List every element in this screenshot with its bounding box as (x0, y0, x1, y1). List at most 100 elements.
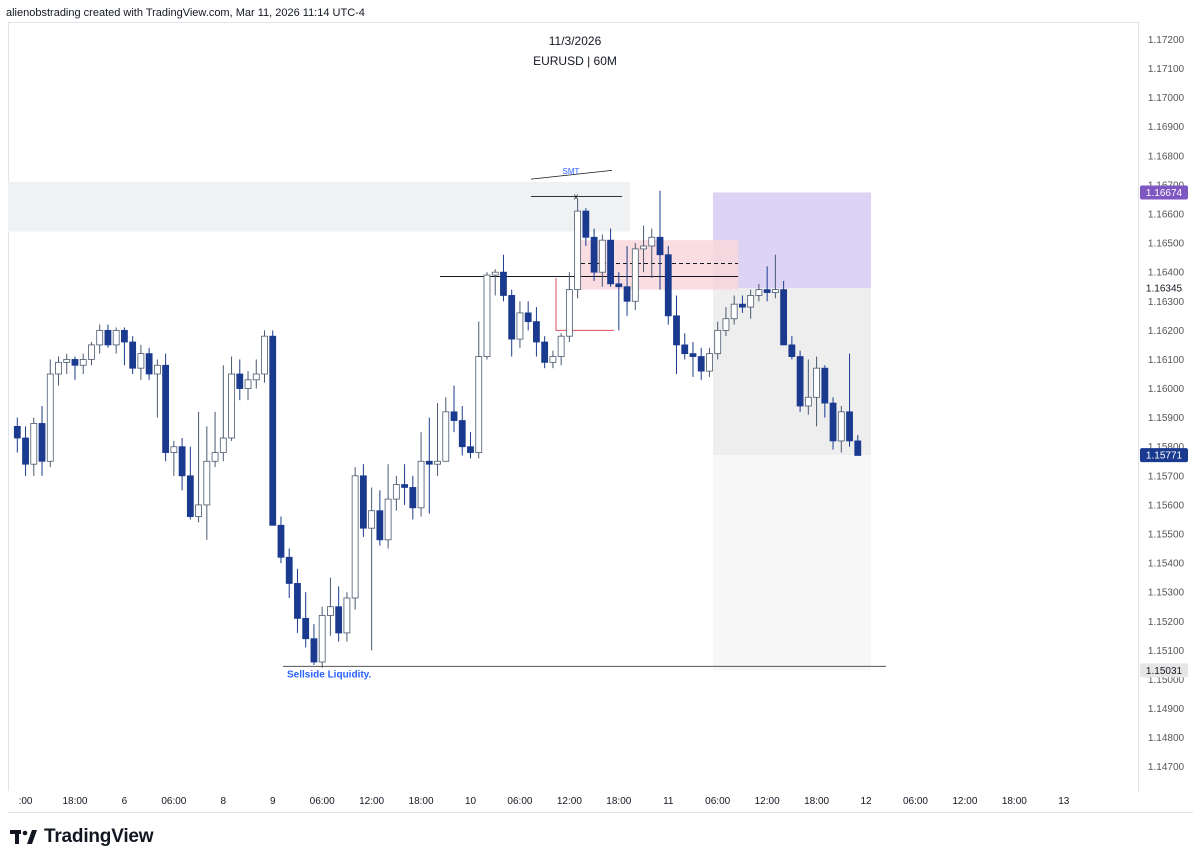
candle-body (228, 373, 235, 439)
price-tick-label: 1.15500 (1148, 530, 1185, 541)
price-tick-label: 1.17000 (1148, 93, 1185, 104)
candle-body (195, 504, 202, 517)
candle-body (804, 396, 812, 407)
candle-body (178, 446, 186, 477)
candle-body (79, 359, 87, 366)
time-tick-label: 10 (465, 796, 477, 807)
candle-body (607, 239, 614, 285)
time-tick-label: 12 (860, 796, 872, 807)
candle-body (615, 283, 623, 288)
candle-body (763, 289, 771, 293)
candle-body (491, 271, 499, 276)
price-tick-label: 1.17200 (1148, 35, 1185, 46)
price-tick-label: 1.15900 (1148, 413, 1185, 424)
candle-body (648, 236, 656, 247)
chart-symbol-title: EURUSD | 60M (533, 54, 617, 68)
time-tick-label: 18:00 (606, 796, 631, 807)
candle-body (351, 475, 359, 599)
candle-body (88, 344, 95, 360)
candle-body (244, 379, 252, 389)
candle-body (508, 295, 516, 340)
candle-body (211, 452, 219, 462)
time-tick-label: 12:00 (359, 796, 384, 807)
attribution-text: alienobstrading created with TradingView… (6, 7, 365, 19)
target-price-text: 1.16674 (1146, 188, 1183, 199)
candle-body (475, 356, 483, 453)
candle-body (582, 210, 590, 238)
price-tick-label: 1.17100 (1148, 64, 1185, 75)
candle-body (186, 475, 194, 517)
candle-body (96, 329, 104, 346)
candle-body (219, 437, 227, 453)
price-tick-label: 1.16800 (1148, 151, 1185, 162)
time-tick-label: :00 (19, 796, 33, 807)
candle-body (516, 312, 524, 340)
candle-body (829, 402, 837, 442)
candle-body (392, 484, 400, 500)
candle-body (269, 335, 277, 526)
time-tick-label: 18:00 (62, 796, 87, 807)
chart-frame (8, 22, 1139, 791)
red-bracket-line (555, 278, 614, 331)
candle-body (121, 329, 128, 343)
price-tick-label: 1.16600 (1148, 210, 1185, 221)
time-tick-label: 06:00 (507, 796, 532, 807)
stop-zone-lower (713, 455, 871, 671)
candle-body (261, 335, 268, 375)
price-tick-label: 1.14900 (1148, 704, 1185, 715)
price-tick-label: 1.15200 (1148, 617, 1185, 628)
time-tick-label: 06:00 (705, 796, 730, 807)
candle-body (681, 344, 689, 355)
candle-body (714, 329, 722, 355)
candle-body (467, 446, 474, 453)
target-price-label: 1.16674 (1140, 185, 1188, 200)
time-axis[interactable]: :00 18:00 6 06:00 8 9 06:00 12:00 18:00 10 06:00 12… (19, 796, 1070, 807)
price-axis[interactable]: 1.172001.171001.170001.169001.168001.167… (1148, 35, 1185, 773)
stop-price-text: 1.15031 (1146, 666, 1183, 677)
candle-body (565, 289, 573, 337)
candle-body (483, 274, 491, 357)
candle-body (145, 353, 153, 375)
candle-body (673, 315, 680, 346)
candle-body (623, 286, 631, 302)
price-tick-label: 1.15300 (1148, 588, 1185, 599)
entry-price-text: 1.16345 (1146, 284, 1183, 295)
price-tick-label: 1.16200 (1148, 326, 1185, 337)
time-tick-label: 9 (270, 796, 276, 807)
candle-body (384, 498, 392, 541)
candle-body (656, 236, 664, 256)
time-tick-label: 18:00 (1002, 796, 1027, 807)
price-tick-label: 1.16500 (1148, 239, 1185, 250)
current-price-text: 1.15771 (1146, 451, 1183, 462)
candle-body (434, 460, 441, 465)
target-zone (713, 192, 871, 289)
candle-body (302, 617, 310, 640)
time-tick-label: 13 (1058, 796, 1070, 807)
candle-body (153, 364, 161, 375)
candle-body (368, 510, 376, 529)
candle-body (730, 303, 738, 320)
candle-body (631, 248, 639, 302)
candle-body (780, 289, 788, 346)
candle-body (524, 312, 532, 323)
candle-body (409, 487, 417, 509)
candle-body (821, 367, 829, 404)
candle-body (689, 353, 697, 357)
tradingview-brand-text: TradingView (44, 826, 154, 847)
candle-body (359, 475, 367, 529)
candle-body (706, 353, 713, 372)
candle-body (63, 359, 71, 363)
candle-body (318, 615, 326, 663)
candle-body (285, 556, 293, 584)
candle-body (38, 423, 46, 462)
price-tick-label: 1.15400 (1148, 559, 1185, 570)
price-tick-label: 1.14700 (1148, 762, 1185, 773)
candle-body (442, 411, 450, 462)
price-tick-label: 1.15700 (1148, 471, 1185, 482)
time-tick-label: 06:00 (310, 796, 335, 807)
smt-line (530, 169, 613, 180)
candle-body (549, 356, 557, 363)
candle-body (574, 210, 582, 291)
candle-body (813, 367, 820, 398)
